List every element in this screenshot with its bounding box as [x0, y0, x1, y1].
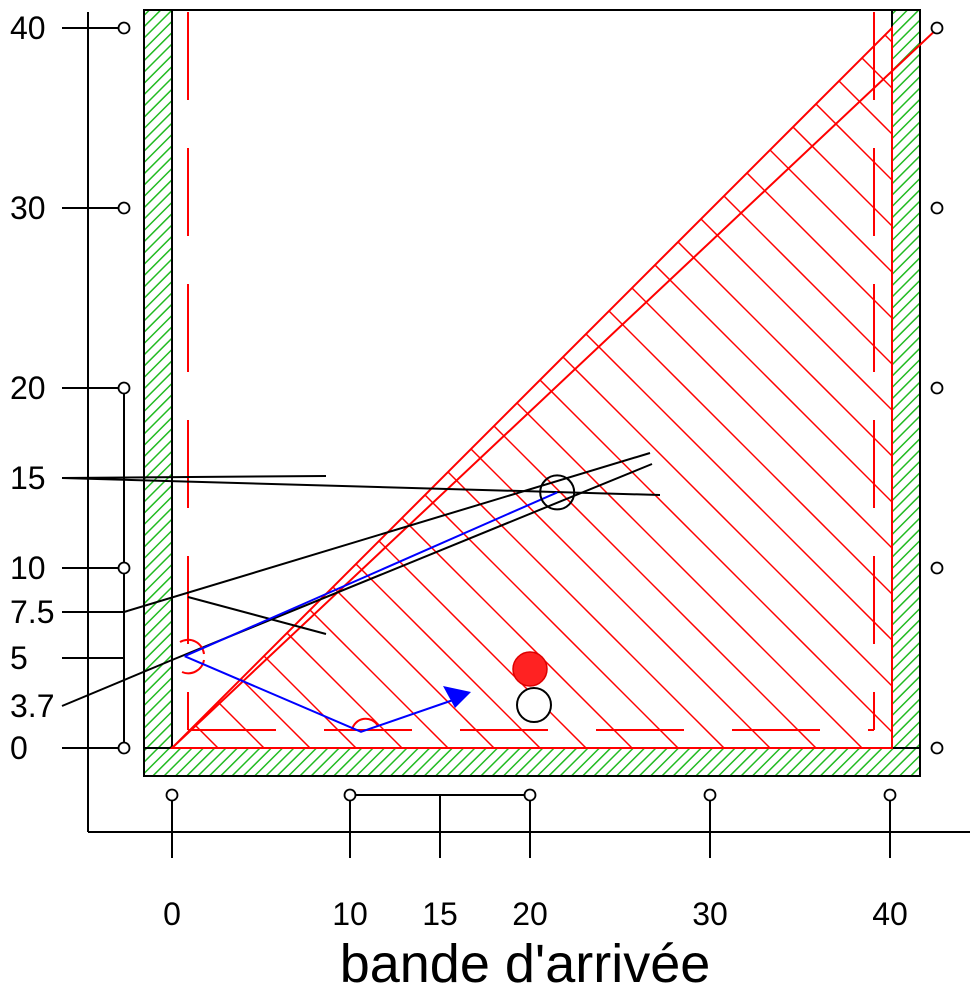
x-tick-label: 20	[512, 896, 548, 932]
y-tick-label: 10	[10, 550, 46, 586]
y-tick-label: 40	[10, 10, 46, 46]
circle-marker-icon	[930, 21, 944, 35]
left-diamonds	[62, 21, 131, 755]
circle-marker-icon	[117, 561, 131, 575]
y-tick-label: 3.7	[10, 688, 54, 724]
tick-labels: 40 30 20 15 10 7.5 5 3.7 0 0 10 15 20 30 40	[10, 10, 908, 932]
circle-marker-icon	[883, 788, 897, 802]
circle-marker-icon	[117, 741, 131, 755]
x-tick-label: 10	[332, 896, 368, 932]
y-tick-label: 20	[10, 370, 46, 406]
circle-marker-icon	[523, 788, 537, 802]
bottom-diamonds	[165, 788, 897, 858]
aim-line	[184, 491, 558, 658]
circle-marker-icon	[930, 561, 944, 575]
circle-marker-icon	[930, 381, 944, 395]
y-tick-label: 0	[10, 730, 28, 766]
playing-surface	[171, 9, 893, 749]
circle-marker-icon	[165, 788, 179, 802]
inner-boundary-dashed	[187, 12, 875, 731]
red-ball	[512, 651, 548, 687]
x-axis-title: bande d'arrivée	[340, 934, 711, 990]
balls	[512, 474, 576, 723]
white-ball	[516, 687, 552, 723]
y-tick-label: 15	[10, 460, 46, 496]
bottom-rail	[143, 747, 921, 777]
x-tick-label: 15	[422, 896, 458, 932]
right-diamonds	[930, 21, 944, 755]
x-tick-label: 30	[692, 896, 728, 932]
x-tick-label: 40	[872, 896, 908, 932]
arrow-head-icon	[443, 686, 471, 708]
circle-marker-icon	[930, 201, 944, 215]
y-tick-label: 30	[10, 190, 46, 226]
x-tick-label: 0	[163, 896, 181, 932]
circle-marker-icon	[930, 741, 944, 755]
y-tick-label: 5	[10, 640, 28, 676]
y-tick-label: 7.5	[10, 594, 54, 630]
circle-marker-icon	[117, 201, 131, 215]
right-rail	[891, 9, 921, 777]
circle-marker-icon	[117, 381, 131, 395]
circle-marker-icon	[117, 21, 131, 35]
contact-arcs	[179, 638, 379, 731]
circle-marker-icon	[703, 788, 717, 802]
rails	[143, 9, 921, 777]
ghost-ball	[539, 474, 576, 511]
ball-path	[184, 491, 558, 733]
rebound-path	[184, 655, 460, 733]
circle-marker-icon	[343, 788, 357, 802]
